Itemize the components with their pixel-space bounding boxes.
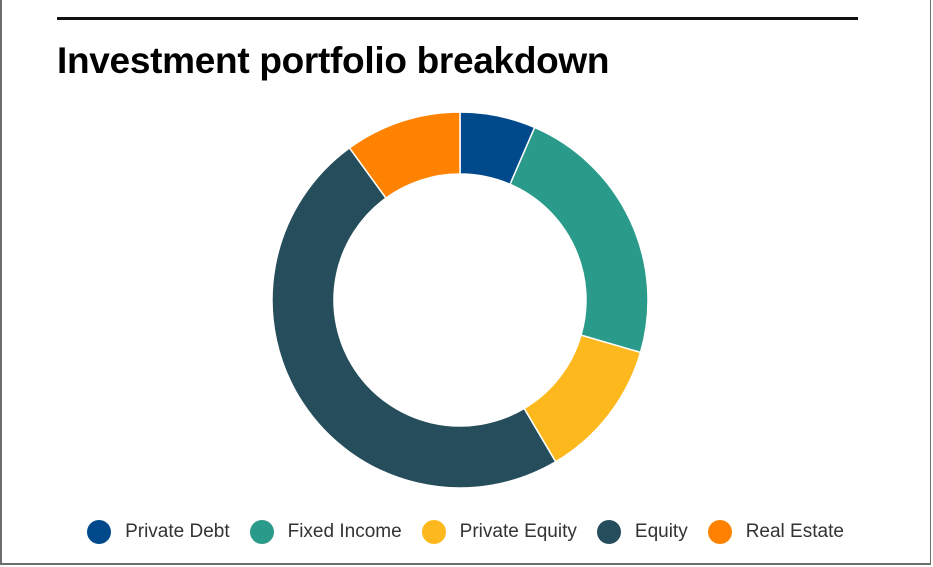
legend-label: Private Debt [125, 521, 230, 542]
title-rule [57, 17, 858, 20]
legend-swatch [421, 520, 446, 544]
legend-swatch [707, 520, 732, 544]
slice-fixed-income[interactable] [509, 126, 649, 354]
legend-item-equity[interactable]: Equity [596, 520, 688, 544]
legend-item-real-estate[interactable]: Real Estate [707, 520, 844, 544]
legend-label: Equity [634, 521, 688, 542]
legend-item-fixed-income[interactable]: Fixed Income [249, 520, 402, 544]
donut-chart [271, 111, 649, 489]
legend-swatch [596, 520, 621, 544]
slice-real-estate[interactable] [348, 111, 461, 200]
legend-swatch [249, 520, 274, 544]
legend-item-private-equity[interactable]: Private Equity [421, 520, 577, 544]
slice-equity[interactable] [271, 146, 557, 489]
legend-label: Fixed Income [287, 521, 402, 542]
chart-title: Investment portfolio breakdown [57, 40, 610, 81]
legend-item-private-debt[interactable]: Private Debt [87, 520, 230, 544]
legend-swatch [87, 520, 112, 544]
legend-label: Private Equity [459, 521, 577, 542]
chart-legend: Private Debt Fixed Income Private Equity Eq… [0, 520, 931, 544]
legend-label: Real Estate [745, 521, 844, 542]
